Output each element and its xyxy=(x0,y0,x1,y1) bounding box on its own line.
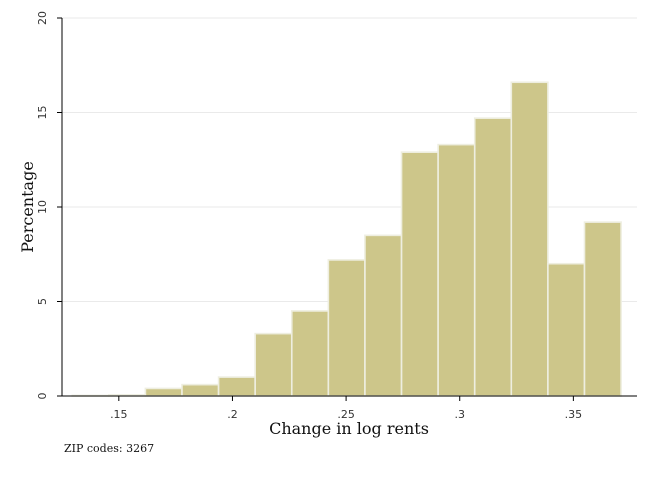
histogram-bar-13 xyxy=(510,81,549,397)
histogram-bar-14 xyxy=(547,262,586,397)
histogram-bar-6 xyxy=(254,332,293,397)
histogram-bar-9 xyxy=(364,234,403,397)
y-tick-label-20: 20 xyxy=(36,11,49,25)
x-tick-label-.15: .15 xyxy=(110,408,128,421)
histogram-bar-4 xyxy=(181,383,220,397)
histogram-bar-15 xyxy=(583,221,622,397)
histogram-bar-10 xyxy=(400,151,439,397)
y-tick-label-15: 15 xyxy=(36,106,49,120)
histogram-bars xyxy=(71,81,622,397)
y-tick-label-10: 10 xyxy=(36,200,49,214)
y-tick-label-5: 5 xyxy=(36,298,49,305)
histogram-bar-12 xyxy=(473,117,513,397)
grid-lines xyxy=(62,17,637,302)
histogram-bar-3 xyxy=(144,387,183,397)
histogram-bar-7 xyxy=(290,310,330,397)
histogram-bar-8 xyxy=(327,259,366,397)
x-axis-ticks: .15 .2 .25 .3 .35 xyxy=(110,396,582,421)
chart-note: ZIP codes: 3267 xyxy=(64,442,154,455)
x-tick-label-.2: .2 xyxy=(227,408,238,421)
histogram-bar-11 xyxy=(437,143,476,397)
histogram-bar-5 xyxy=(217,376,256,397)
y-tick-label-0: 0 xyxy=(36,393,49,400)
x-tick-label-.35: .35 xyxy=(565,408,583,421)
y-axis-title: Percentage xyxy=(18,161,37,253)
x-tick-label-.25: .25 xyxy=(337,408,355,421)
x-tick-label-.3: .3 xyxy=(454,408,465,421)
y-axis-ticks: 0 5 10 15 20 xyxy=(36,11,62,400)
x-axis-title: Change in log rents xyxy=(269,419,429,438)
